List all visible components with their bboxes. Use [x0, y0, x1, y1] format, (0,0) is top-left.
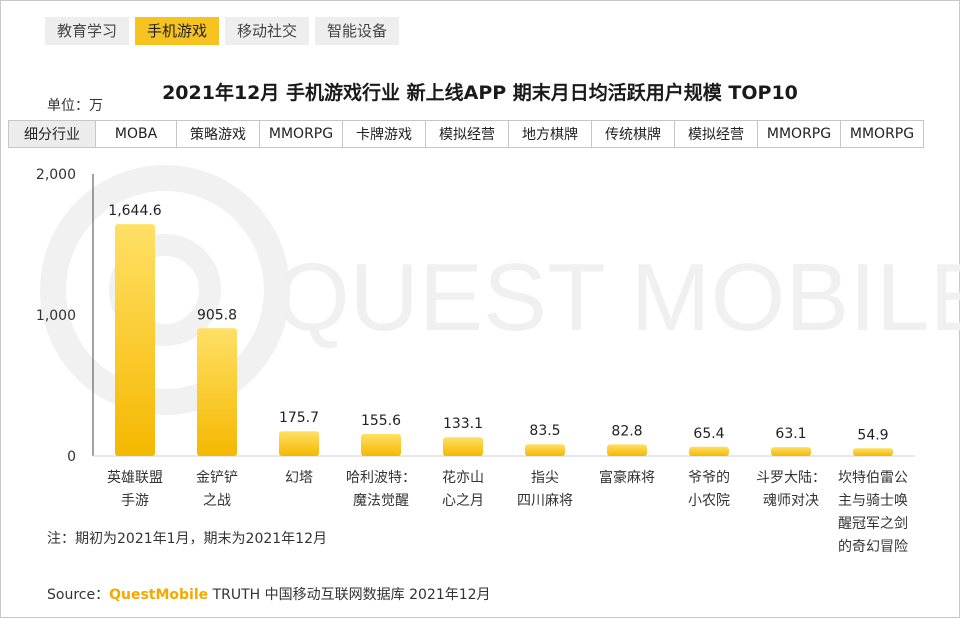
tab-2[interactable]: 手机游戏 [135, 17, 220, 45]
bar [115, 224, 155, 456]
y-tick-label: 2,000 [36, 167, 76, 183]
watermark-logo-ring [40, 165, 290, 415]
bar-value-label: 1,644.6 [108, 203, 162, 219]
x-tick-label: 指尖 四川麻将 [517, 470, 573, 509]
category-cell: MMORPG [840, 120, 924, 148]
source-brand: QuestMobile [109, 587, 209, 603]
bar [361, 434, 401, 456]
x-tick-label: 英雄联盟 手游 [107, 470, 163, 509]
category-cell: 地方棋牌 [508, 120, 592, 148]
bar [197, 328, 237, 456]
source-rest: TRUTH 中国移动互联网数据库 2021年12月 [208, 587, 491, 603]
x-tick-label: 哈利波特： 魔法觉醒 [346, 470, 416, 509]
tab-1[interactable]: 教育学习 [45, 17, 130, 45]
source-prefix: Source： [47, 587, 110, 603]
category-row: 细分行业 MOBA 策略游戏 MMORPG 卡牌游戏 模拟经营 地方棋牌 传统棋牌 模拟经营 M… [8, 120, 924, 148]
source-line: Source：QuestMobile TRUTH 中国移动互联网数据库 2021… [47, 584, 491, 604]
y-tick-label: 1,000 [36, 308, 76, 324]
bar [279, 431, 319, 456]
y-tick-label: 0 [67, 449, 76, 465]
tab-4[interactable]: 智能设备 [315, 17, 400, 45]
watermark-text: QUEST MOBILE [275, 244, 960, 351]
x-tick-label: 斗罗大陆： 魂师对决 [756, 470, 826, 509]
category-cell: 卡牌游戏 [342, 120, 426, 148]
bar-value-label: 63.1 [775, 426, 806, 442]
category-header: 细分行业 [8, 120, 96, 148]
bar-value-label: 175.7 [279, 410, 319, 426]
category-cell: 策略游戏 [176, 120, 260, 148]
footnote: 注：期初为2021年1月，期末为2021年12月 [47, 531, 327, 547]
x-tick-label: 花亦山 心之月 [442, 470, 484, 509]
category-cell: 模拟经营 [425, 120, 509, 148]
bar [443, 437, 483, 456]
bar-value-label: 155.6 [361, 413, 401, 429]
bar-value-label: 82.8 [611, 423, 642, 439]
chart-title: 2021年12月 手机游戏行业 新上线APP 期末月日均活跃用户规模 TOP10 [162, 82, 798, 104]
tab-3[interactable]: 移动社交 [225, 17, 310, 45]
category-cell: 模拟经营 [674, 120, 758, 148]
tab-bar: 教育学习 手机游戏 移动社交 智能设备 [45, 17, 400, 45]
bar-value-label: 54.9 [857, 427, 888, 443]
category-cell: MOBA [95, 120, 177, 148]
bar-value-label: 65.4 [693, 426, 724, 442]
category-cell: MMORPG [757, 120, 841, 148]
x-tick-label: 坎特伯雷公 主与骑士唤 醒冠军之剑 的奇幻冒险 [838, 470, 908, 555]
bar [689, 446, 729, 456]
bar-value-label: 133.1 [443, 416, 483, 432]
bar-value-label: 83.5 [529, 423, 560, 439]
bar [525, 444, 565, 456]
bar [607, 444, 647, 456]
unit-label: 单位：万 [47, 98, 103, 114]
bar [853, 448, 893, 456]
bar [771, 447, 811, 456]
bar-value-label: 905.8 [197, 307, 237, 323]
x-tick-label: 富豪麻将 [599, 470, 655, 486]
x-tick-label: 金铲铲 之战 [196, 470, 238, 509]
category-table: 细分行业 MOBA 策略游戏 MMORPG 卡牌游戏 模拟经营 地方棋牌 传统棋牌 模拟经营 M… [8, 120, 924, 148]
x-tick-label: 幻塔 [285, 470, 313, 486]
x-tick-label: 爷爷的 小农院 [688, 470, 730, 509]
